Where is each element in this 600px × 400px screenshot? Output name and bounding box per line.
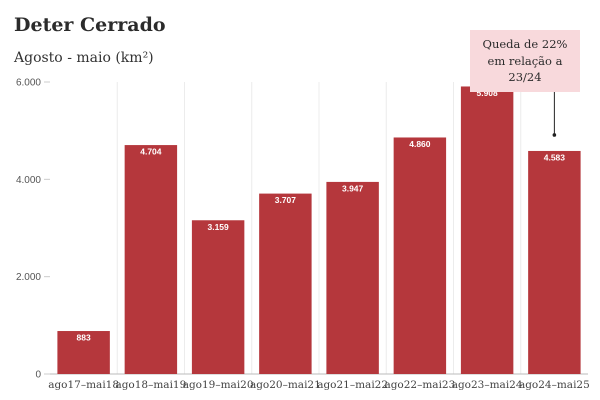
chart-title: Deter Cerrado (14, 14, 166, 36)
x-tick-label: ago22–mai23 (384, 379, 455, 391)
bar-value-label: 4.704 (140, 147, 162, 157)
annotation-box: Queda de 22% em relação a 23/24 (470, 30, 580, 93)
bar (191, 220, 245, 374)
bar-value-label: 883 (77, 333, 91, 343)
bar (326, 181, 379, 374)
x-tick-label: ago23–mai24 (452, 379, 523, 391)
x-tick-label: ago21–mai22 (317, 379, 388, 391)
bar-value-label: 4.860 (409, 139, 431, 149)
y-tick-label: 6.000 (16, 78, 41, 89)
bar-value-label: 3.159 (207, 222, 229, 232)
bar (460, 86, 514, 375)
x-tick-label: ago18–mai19 (115, 379, 186, 391)
bar (528, 150, 581, 374)
chart-subtitle: Agosto - maio (km²) (14, 50, 154, 66)
bar (57, 331, 110, 374)
x-tick-label: ago19–mai20 (183, 379, 254, 391)
y-tick-label: 4.000 (16, 175, 41, 186)
x-tick-label: ago24–mai25 (519, 379, 590, 391)
y-tick-label: 2.000 (16, 272, 41, 283)
bar-value-label: 4.583 (544, 152, 566, 162)
annotation-pointer (552, 133, 557, 137)
y-tick-label: 0 (35, 370, 41, 381)
x-tick-label: ago17–mai18 (48, 379, 119, 391)
bar (124, 145, 178, 374)
bar-value-label: 5.908 (476, 88, 498, 98)
bar-value-label: 3.947 (342, 183, 364, 193)
bar (259, 193, 312, 374)
x-tick-label: ago20–mai21 (250, 379, 321, 391)
bar (393, 137, 447, 374)
bar-value-label: 3.707 (275, 195, 297, 205)
